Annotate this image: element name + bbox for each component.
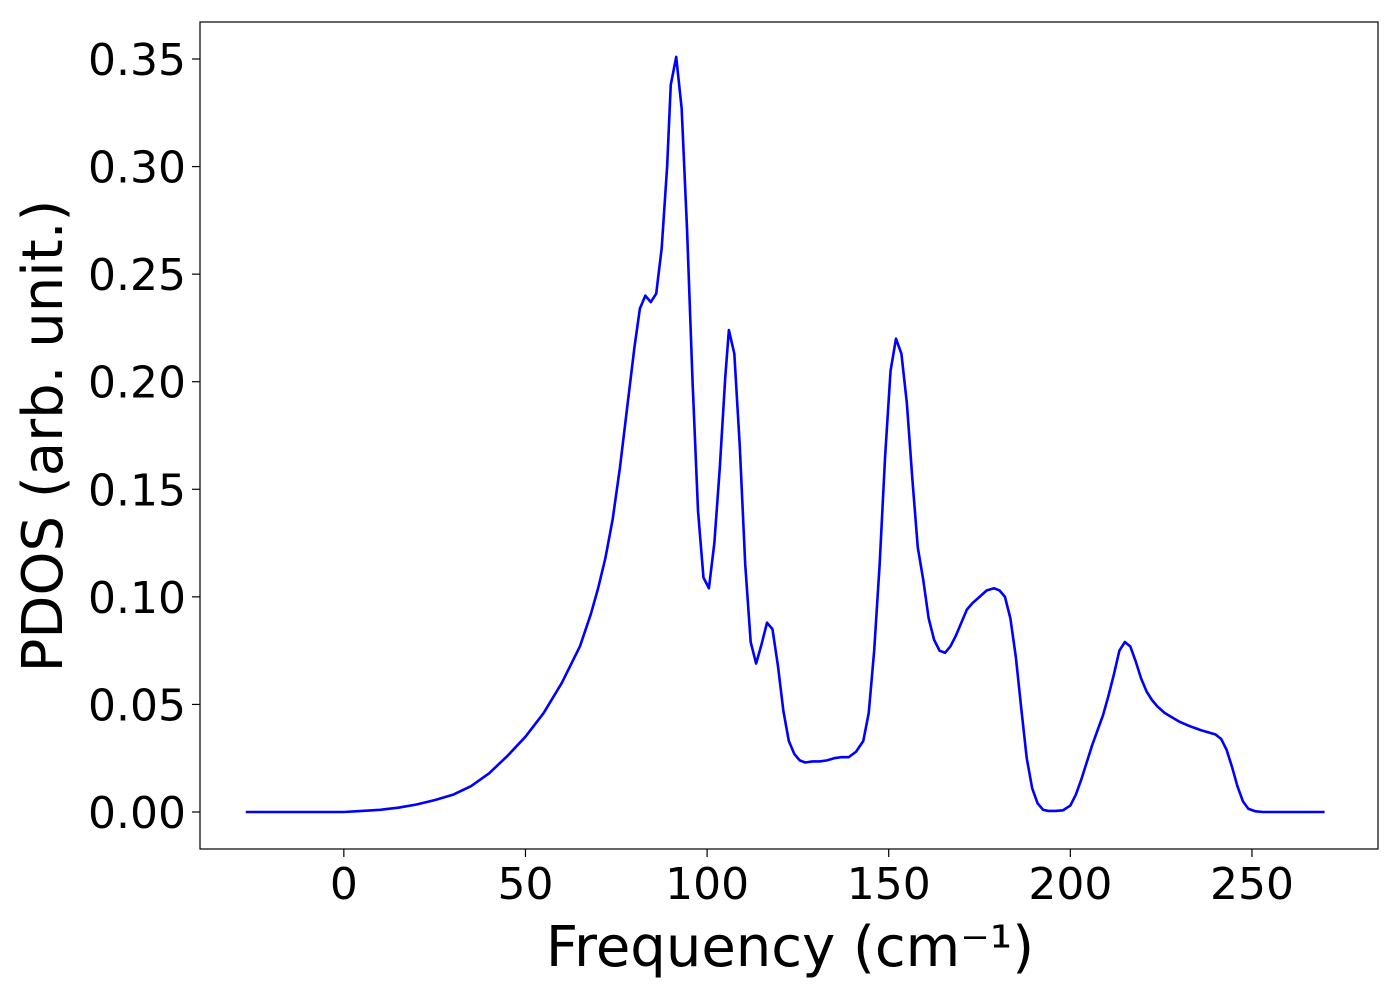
x-tick-label: 0 <box>330 859 358 910</box>
x-tick-label: 200 <box>1028 859 1112 910</box>
x-tick-label: 100 <box>665 859 749 910</box>
y-tick-label: 0.10 <box>88 573 186 624</box>
plot-frame <box>199 21 1379 850</box>
y-tick-label: 0.30 <box>88 143 186 194</box>
y-tick-label: 0.25 <box>88 250 186 301</box>
y-tick-label: 0.00 <box>88 788 186 839</box>
x-axis-label: Frequency (cm⁻¹) <box>546 915 1034 980</box>
y-tick-label: 0.15 <box>88 465 186 516</box>
y-tick-label: 0.35 <box>88 35 186 86</box>
y-axis-label: PDOS (arb. unit.) <box>11 200 76 673</box>
y-tick-label: 0.20 <box>88 358 186 409</box>
x-tick-label: 250 <box>1210 859 1294 910</box>
data-line <box>245 55 1325 814</box>
x-tick-label: 50 <box>497 859 553 910</box>
y-tick-label: 0.05 <box>88 680 186 731</box>
x-tick-label: 150 <box>847 859 931 910</box>
